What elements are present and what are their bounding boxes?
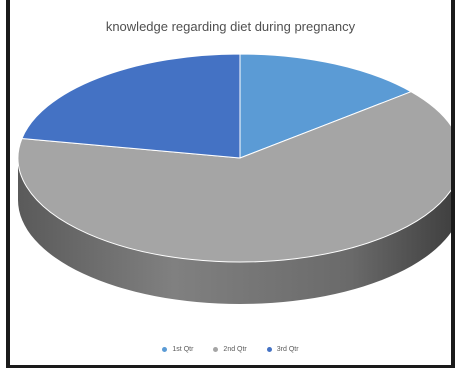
- chart-frame: knowledge regarding diet during pregnanc…: [6, 0, 455, 368]
- pie-slice-2nd-qtr: [17, 91, 451, 263]
- pie-slice-3rd-qtr: [21, 53, 241, 159]
- chart-title: knowledge regarding diet during pregnanc…: [105, 19, 356, 34]
- legend-item-1st-qtr: 1st Qtr: [162, 346, 193, 353]
- legend-swatch-2nd-qtr: [213, 347, 219, 352]
- legend-item-3rd-qtr: 3rd Qtr: [266, 346, 299, 353]
- legend-item-2nd-qtr: 2nd Qtr: [213, 346, 247, 353]
- pie-side-wall: [18, 158, 451, 304]
- legend-swatch-1st-qtr: [162, 347, 168, 352]
- pie-chart: [17, 53, 451, 304]
- legend-label-3rd-qtr: 3rd Qtr: [276, 346, 299, 353]
- legend-label-2nd-qtr: 2nd Qtr: [223, 346, 247, 353]
- pie-slice-1st-qtr: [239, 53, 413, 159]
- legend-swatch-3rd-qtr: [266, 347, 272, 352]
- chart-legend: 1st Qtr 2nd Qtr 3rd Qtr: [10, 346, 451, 353]
- legend-label-1st-qtr: 1st Qtr: [172, 346, 194, 353]
